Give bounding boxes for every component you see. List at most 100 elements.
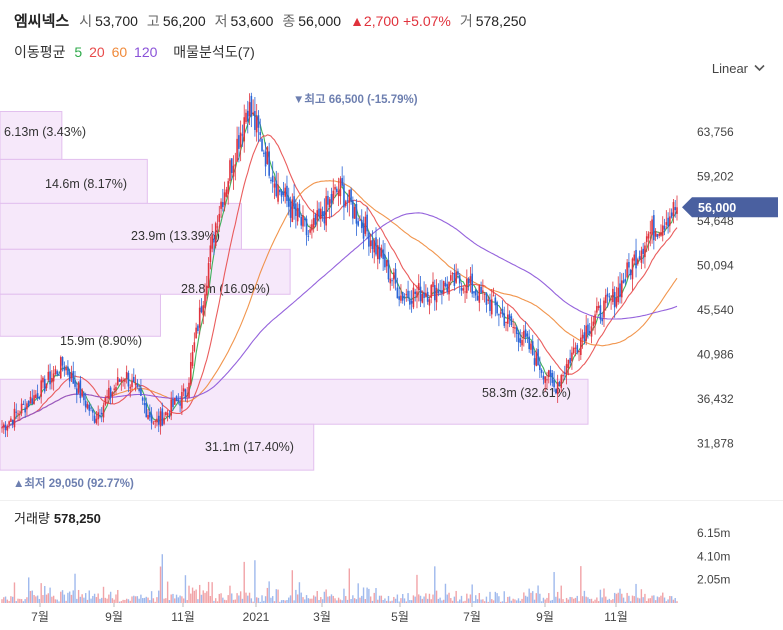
candle-body — [118, 379, 121, 382]
candle-body — [624, 278, 627, 282]
scale-selector[interactable]: Linear — [712, 61, 765, 76]
volume-bar — [227, 595, 229, 603]
volume-bar — [532, 591, 534, 603]
ma-20: 20 — [89, 44, 105, 60]
candle-body — [145, 402, 148, 418]
candle-body — [503, 313, 506, 326]
volume-bar — [430, 599, 432, 603]
candles — [1, 92, 678, 438]
candle-body — [375, 237, 377, 255]
candle-body — [674, 207, 677, 211]
ma-120: 120 — [134, 44, 158, 60]
candle-body — [206, 285, 208, 296]
volume-tick-label: 6.15m — [697, 526, 730, 540]
volume-bar — [540, 601, 543, 603]
volume-bar — [592, 601, 594, 603]
candle-body — [574, 347, 577, 349]
volume-bar — [1, 599, 3, 603]
candle-body — [40, 380, 42, 397]
x-tick-label: 2021 — [243, 610, 270, 624]
volume-bar — [95, 597, 98, 603]
volume-bar — [259, 601, 261, 603]
volume-bar — [106, 598, 108, 603]
candle-body — [76, 388, 78, 395]
volume-title-label: 거래량 — [14, 511, 50, 526]
volume-bar — [311, 598, 313, 603]
volume-bar — [507, 596, 509, 603]
volume-bar — [642, 597, 644, 603]
volume-tick-label: 2.05m — [697, 573, 730, 587]
stock-name: 엠씨넥스 — [14, 13, 70, 30]
volume-bar — [134, 596, 137, 603]
candle-body — [642, 248, 644, 254]
volume-bar — [60, 591, 62, 603]
candle-body — [359, 219, 361, 221]
candle-body — [295, 203, 297, 217]
volume-bar — [629, 601, 632, 603]
candle-body — [467, 278, 470, 284]
volume-bar — [129, 600, 131, 603]
candle-body — [531, 341, 534, 355]
candle-body — [508, 314, 511, 319]
y-tick-label: 45,540 — [697, 303, 734, 317]
volume-bar — [124, 599, 126, 603]
candle-body — [423, 292, 425, 298]
candle-body — [38, 396, 41, 399]
candle-body — [394, 268, 397, 284]
candle-body — [453, 272, 456, 286]
volume-bar — [236, 593, 238, 603]
volume-bar — [266, 587, 269, 603]
candle-body — [665, 222, 668, 225]
volume-bar — [371, 600, 374, 603]
candle-body — [417, 283, 420, 291]
volume-bar — [393, 596, 395, 603]
volume-bar — [603, 588, 605, 603]
candle-body — [637, 259, 639, 264]
volume-bar — [674, 598, 676, 603]
volume-bar — [231, 593, 233, 603]
candle-body — [539, 364, 541, 371]
volume-bar — [127, 599, 130, 603]
candle-body — [476, 295, 479, 301]
volume-bar — [200, 594, 203, 603]
candle-body — [248, 102, 251, 117]
volume-bar — [658, 597, 660, 603]
volume-bar — [455, 590, 457, 603]
candle-body — [316, 210, 319, 221]
candle-body — [556, 382, 559, 395]
volume-profile-label: 28.8m (16.09%) — [181, 282, 270, 296]
volume-bar — [207, 581, 210, 603]
volume-bar — [195, 589, 197, 603]
close-value: 56,000 — [298, 13, 342, 29]
candle-body — [336, 188, 338, 192]
candle-body — [159, 411, 162, 427]
volume-bar — [489, 591, 491, 603]
candle-body — [200, 306, 203, 313]
volume-bar — [483, 601, 486, 603]
candle-body — [572, 347, 575, 354]
volume-bar — [446, 594, 448, 603]
volume-bar — [323, 591, 326, 603]
volume-bar — [553, 572, 555, 603]
candle-body — [604, 295, 607, 304]
candle-body — [90, 407, 92, 409]
moving-average-legend[interactable]: 이동평균 5 20 60 120 매물분석도(7) — [14, 42, 260, 62]
volume-bar — [334, 598, 336, 603]
volume-bar — [150, 591, 153, 603]
volume-bar — [612, 599, 614, 603]
candle-body — [59, 357, 62, 379]
volume-bar — [296, 594, 299, 603]
volume-bar — [651, 595, 653, 603]
volume-bar — [357, 583, 359, 603]
volume-bar — [353, 598, 356, 603]
volume-bar — [437, 598, 440, 603]
candle-body — [286, 185, 288, 202]
volume-bar — [512, 598, 514, 603]
candle-body — [592, 321, 595, 326]
volume-bar — [387, 595, 390, 603]
candle-body — [92, 409, 94, 413]
volume-bar — [473, 601, 475, 603]
volume-bar — [49, 587, 51, 603]
y-tick-label: 50,094 — [697, 259, 734, 273]
